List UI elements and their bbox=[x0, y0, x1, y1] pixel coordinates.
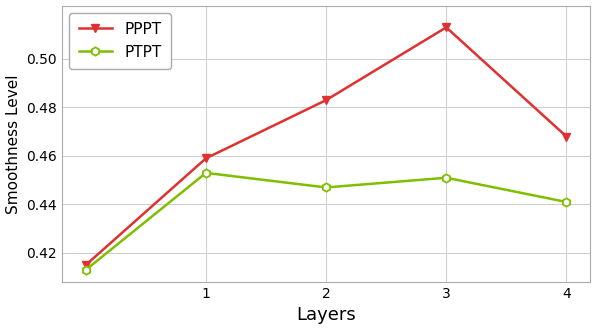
Line: PTPT: PTPT bbox=[82, 169, 570, 274]
X-axis label: Layers: Layers bbox=[296, 307, 356, 324]
PPPT bbox=[82, 263, 89, 267]
PTPT bbox=[203, 171, 210, 175]
Y-axis label: Smoothness Level: Smoothness Level bbox=[5, 74, 20, 214]
PTPT bbox=[82, 268, 89, 272]
Line: PPPT: PPPT bbox=[82, 23, 570, 269]
PPPT bbox=[443, 25, 450, 29]
PTPT bbox=[563, 200, 570, 204]
PPPT bbox=[563, 135, 570, 139]
PTPT bbox=[443, 176, 450, 180]
Legend: PPPT, PTPT: PPPT, PTPT bbox=[69, 13, 171, 69]
PPPT bbox=[322, 98, 330, 102]
PTPT bbox=[322, 185, 330, 189]
PPPT bbox=[203, 156, 210, 160]
